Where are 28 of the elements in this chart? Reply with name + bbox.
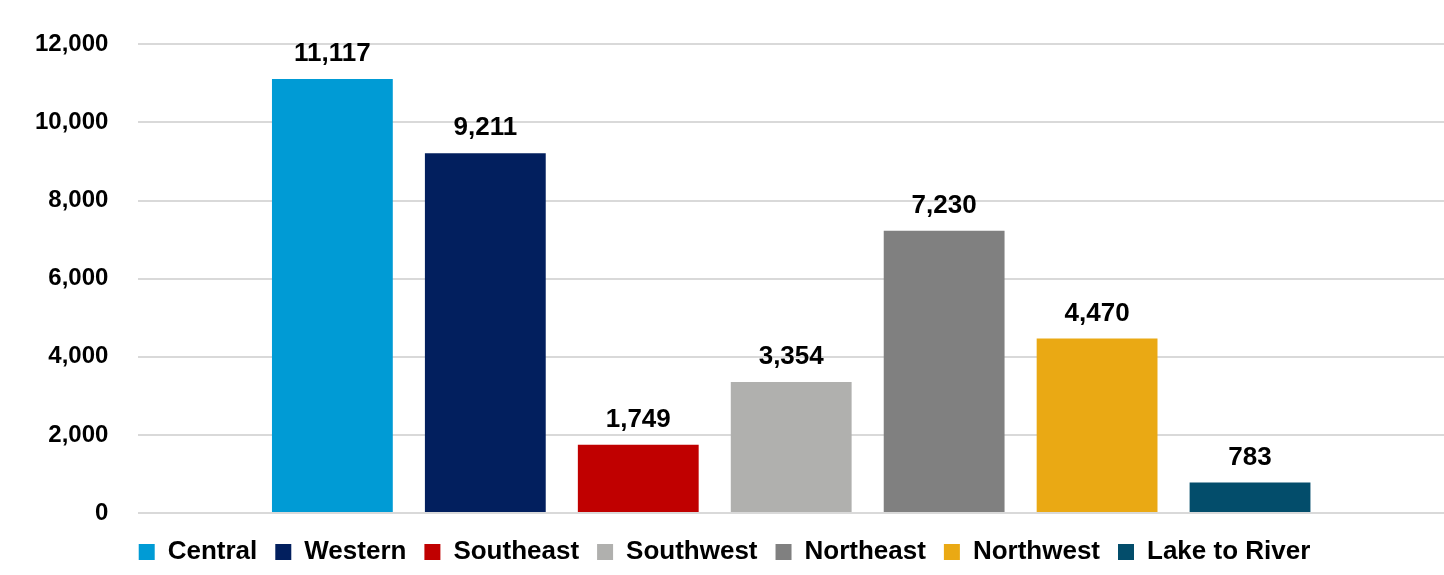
y-tick-label: 12,000 [35,29,109,57]
legend-label: Northwest [972,535,1101,566]
bar [730,382,852,512]
data-label: 7,230 [911,188,977,219]
legend-label: Northeast [804,535,927,566]
bar [1036,338,1158,512]
data-label: 11,117 [294,37,371,68]
legend-label: Central [167,535,258,566]
data-label: 9,211 [453,111,518,142]
data-label: 3,354 [758,340,825,371]
legend-label: Southeast [453,535,580,566]
data-label: 783 [1228,440,1272,471]
bar [883,230,1005,512]
legend-label: Western [304,535,407,566]
y-tick-label: 8,000 [48,185,109,213]
bar [577,444,699,512]
legend-label: Southwest [626,535,758,566]
y-tick-label: 2,000 [48,419,109,447]
y-tick-label: 4,000 [48,341,109,369]
y-tick-label: 6,000 [48,263,109,291]
bar [271,78,393,512]
y-tick-label: 10,000 [35,107,109,135]
bar [424,153,546,512]
data-label: 1,749 [605,402,671,433]
bar [1189,482,1311,512]
legend-label: Lake to River [1147,535,1311,566]
y-tick-label: 0 [95,497,109,525]
data-label: 4,470 [1064,296,1130,327]
